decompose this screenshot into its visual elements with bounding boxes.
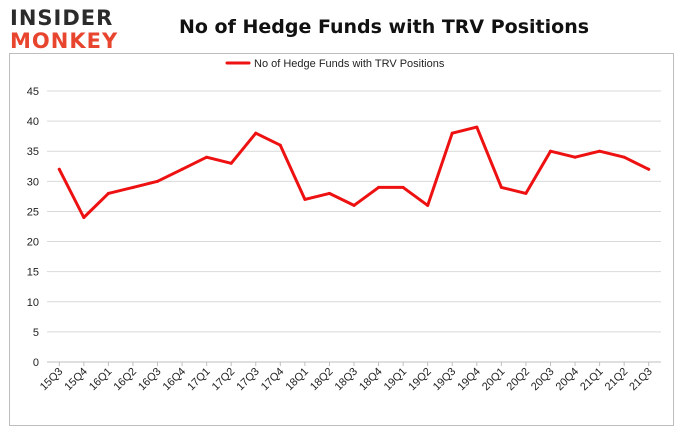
x-tick-label-20Q3: 20Q3	[529, 366, 557, 394]
x-tick-label-19Q3: 19Q3	[431, 366, 459, 394]
x-tick-label-15Q3: 15Q3	[38, 366, 66, 394]
x-tick-label-18Q1: 18Q1	[283, 366, 311, 394]
data-point-17Q1	[205, 155, 209, 159]
data-point-20Q4	[573, 155, 577, 159]
data-point-21Q3	[647, 167, 651, 171]
legend-label: No of Hedge Funds with TRV Positions	[254, 58, 445, 70]
data-point-20Q1	[499, 185, 503, 189]
y-tick-label-30: 30	[27, 176, 39, 188]
data-point-16Q1	[106, 191, 110, 195]
x-tick-label-17Q2: 17Q2	[210, 366, 238, 394]
y-tick-label-20: 20	[27, 237, 39, 249]
x-tick-label-19Q1: 19Q1	[382, 366, 410, 394]
data-point-18Q2	[327, 191, 331, 195]
logo-line-top: INSIDER	[10, 6, 114, 30]
data-point-19Q3	[450, 131, 454, 135]
data-point-18Q3	[352, 203, 356, 207]
x-tick-label-20Q4: 20Q4	[554, 366, 582, 394]
insider-monkey-logo: INSIDER MONKEY	[10, 8, 128, 54]
data-point-17Q2	[229, 161, 233, 165]
data-point-20Q3	[548, 149, 552, 153]
data-point-16Q3	[156, 179, 160, 183]
y-tick-label-10: 10	[27, 297, 39, 309]
data-point-15Q4	[82, 215, 86, 219]
y-tick-label-0: 0	[33, 357, 39, 369]
x-tick-label-16Q3: 16Q3	[136, 366, 164, 394]
x-tick-label-20Q2: 20Q2	[505, 366, 533, 394]
x-tick-label-16Q4: 16Q4	[161, 366, 189, 394]
y-tick-label-15: 15	[27, 267, 39, 279]
data-point-17Q4	[278, 143, 282, 147]
data-point-15Q3	[57, 167, 61, 171]
data-point-20Q2	[524, 191, 528, 195]
data-point-19Q2	[426, 203, 430, 207]
x-tick-label-20Q1: 20Q1	[480, 366, 508, 394]
y-tick-label-5: 5	[33, 327, 39, 339]
x-tick-label-18Q3: 18Q3	[333, 366, 361, 394]
y-tick-label-25: 25	[27, 206, 39, 218]
data-point-18Q1	[303, 197, 307, 201]
logo-line-bottom: MONKEY	[10, 29, 119, 53]
x-tick-label-17Q3: 17Q3	[234, 366, 262, 394]
chart-frame	[9, 53, 674, 426]
x-tick-label-21Q2: 21Q2	[603, 366, 631, 394]
data-point-19Q1	[401, 185, 405, 189]
x-tick-label-18Q4: 18Q4	[357, 366, 385, 394]
x-tick-label-17Q1: 17Q1	[185, 366, 213, 394]
data-point-16Q2	[131, 185, 135, 189]
x-tick-label-19Q4: 19Q4	[455, 366, 483, 394]
x-tick-label-21Q1: 21Q1	[578, 366, 606, 394]
x-tick-label-16Q1: 16Q1	[87, 366, 115, 394]
x-tick-label-18Q2: 18Q2	[308, 366, 336, 394]
x-tick-label-21Q3: 21Q3	[627, 366, 655, 394]
chart-title: No of Hedge Funds with TRV Positions	[178, 16, 590, 38]
x-tick-label-17Q4: 17Q4	[259, 366, 287, 394]
data-point-19Q4	[475, 125, 479, 129]
x-tick-label-16Q2: 16Q2	[112, 366, 140, 394]
data-point-21Q1	[598, 149, 602, 153]
x-tick-label-19Q2: 19Q2	[406, 366, 434, 394]
y-tick-label-40: 40	[27, 116, 39, 128]
data-point-21Q2	[622, 155, 626, 159]
x-tick-label-15Q4: 15Q4	[62, 366, 90, 394]
data-point-16Q4	[180, 167, 184, 171]
data-point-18Q4	[377, 185, 381, 189]
y-tick-label-45: 45	[27, 86, 39, 98]
data-point-17Q3	[254, 131, 258, 135]
y-tick-label-35: 35	[27, 146, 39, 158]
